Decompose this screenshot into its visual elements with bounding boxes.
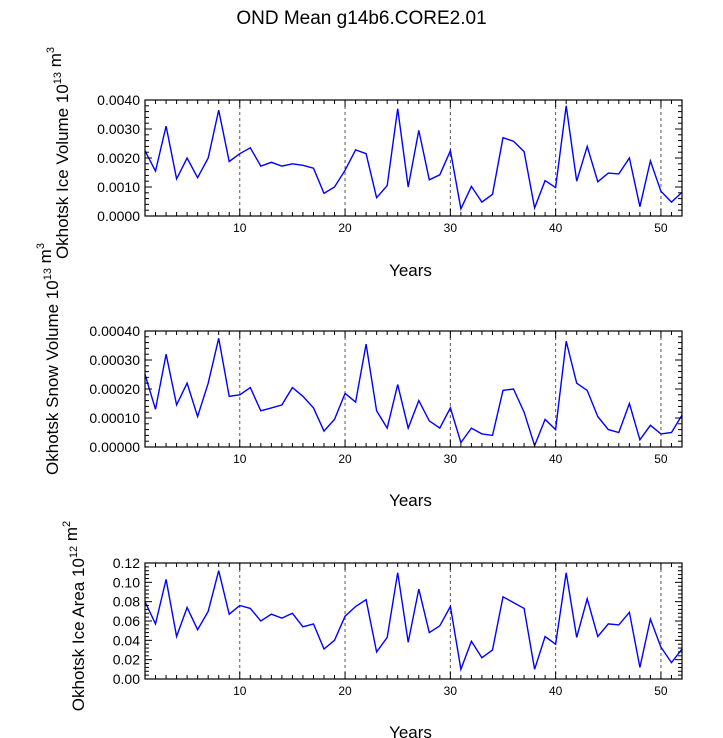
y-tick-label: 0.00040 xyxy=(89,323,140,339)
chart-panel-3: 10 20 30 40 50 0.00 0.02 0.04 0.06 0.08 0.10 0.12 Ye… xyxy=(61,521,683,738)
y-tick-label: 0.0020 xyxy=(97,150,140,166)
x-tick-label: 40 xyxy=(549,452,563,466)
x-tick-label: 10 xyxy=(233,684,247,698)
page-title: OND Mean g14b6.CORE2.01 xyxy=(236,8,487,29)
y-tick-label: 0.12 xyxy=(113,555,140,571)
x-tick-label: 40 xyxy=(549,221,563,235)
y-tick-label: 0.10 xyxy=(113,574,140,590)
series-line-ice-volume xyxy=(144,105,683,212)
plot-frame xyxy=(144,330,683,448)
plot-frame xyxy=(144,562,683,680)
series-line-ice-area xyxy=(144,570,683,672)
y-tick-label: 0.00 xyxy=(113,671,140,687)
y-tick-label: 0.08 xyxy=(113,594,140,610)
chart-panel-2: 10 20 30 40 50 0.00000 0.00010 0.00020 0.00030 0.… xyxy=(35,243,683,510)
x-tick-label: 20 xyxy=(338,452,352,466)
y-tick-label: 0.00020 xyxy=(89,381,140,397)
y-tick-label: 0.00000 xyxy=(89,439,140,455)
y-tick-label: 0.04 xyxy=(113,632,140,648)
y-tick-label: 0.00030 xyxy=(89,352,140,368)
x-tick-label: 10 xyxy=(233,221,247,235)
y-tick-label: 0.06 xyxy=(113,613,140,629)
series-line-snow-volume xyxy=(144,338,683,448)
y-tick-label: 0.0010 xyxy=(97,179,140,195)
chart-panel-1: 10 20 30 40 50 0.0000 0.0010 0.0020 0.0030 0.0040… xyxy=(45,47,683,280)
x-tick-label: 30 xyxy=(444,221,458,235)
x-tick-label: 40 xyxy=(549,684,563,698)
y-tick-label: 0.00010 xyxy=(89,410,140,426)
x-tick-label: 20 xyxy=(338,221,352,235)
y-axis-label: Okhotsk Ice Area 1012 m2 xyxy=(61,521,88,711)
y-tick-label: 0.02 xyxy=(113,652,140,668)
x-tick-label: 50 xyxy=(654,452,668,466)
y-tick-label: 0.0000 xyxy=(97,208,140,224)
y-tick-label: 0.0030 xyxy=(97,121,140,137)
x-tick-label: 50 xyxy=(654,221,668,235)
x-tick-label: 10 xyxy=(233,452,247,466)
x-axis-label: Years xyxy=(389,723,432,738)
y-tick-label: 0.0040 xyxy=(97,92,140,108)
x-tick-label: 30 xyxy=(444,452,458,466)
x-axis-label: Years xyxy=(389,261,432,280)
y-axis-label: Okhotsk Ice Volume 1013 m3 xyxy=(45,47,72,259)
x-tick-label: 30 xyxy=(444,684,458,698)
x-axis-label: Years xyxy=(389,491,432,510)
x-tick-label: 50 xyxy=(654,684,668,698)
y-axis-label: Okhotsk Snow Volume 1013 m3 xyxy=(35,243,62,475)
x-tick-label: 20 xyxy=(338,684,352,698)
